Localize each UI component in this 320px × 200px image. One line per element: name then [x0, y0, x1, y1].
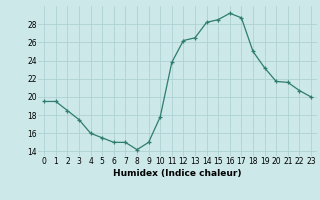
X-axis label: Humidex (Indice chaleur): Humidex (Indice chaleur) — [113, 169, 242, 178]
